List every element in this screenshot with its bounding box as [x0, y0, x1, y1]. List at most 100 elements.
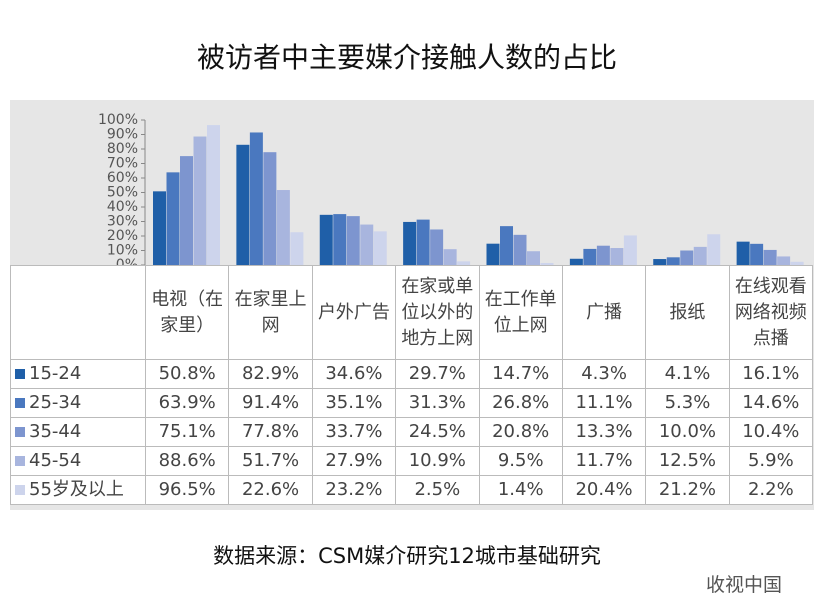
data-row: 35-44 75.1% 77.8% 33.7% 24.5% 20.8% 13.3% 10.0%… — [10, 417, 814, 447]
data-table: 电视（在家里） 在家里上网 户外广告 在家或单位以外的地方上网 在工作单位上网 广播 报纸在… — [10, 265, 814, 505]
value-label: 16.1% — [728, 359, 814, 389]
value-label: 5.9% — [728, 446, 814, 476]
x-tick-label: 广播 — [561, 265, 647, 360]
value-label: 31.3% — [395, 388, 480, 418]
legend-swatch — [15, 427, 25, 437]
value-label: 27.9% — [311, 446, 397, 476]
bar — [707, 234, 721, 265]
legend-cell: 55岁及以上 — [10, 475, 146, 505]
y-tick-label: 80% — [107, 141, 138, 157]
value-label: 2.2% — [728, 475, 814, 505]
bar — [513, 234, 527, 265]
value-label: 14.6% — [728, 388, 814, 418]
value-label: 50.8% — [144, 359, 230, 389]
bar — [443, 249, 457, 265]
bar — [777, 256, 791, 265]
legend-cell: 35-44 — [10, 417, 146, 447]
x-tick-label: 在线观看网络视频点播 — [728, 265, 814, 360]
legend-cell: 45-54 — [10, 446, 146, 476]
bar — [276, 190, 290, 265]
legend-swatch — [15, 485, 25, 495]
watermark: 收视中国 — [706, 574, 783, 596]
value-label: 1.4% — [478, 475, 563, 505]
x-tick-label: 电视（在家里） — [144, 265, 230, 360]
value-label: 10.4% — [728, 417, 814, 447]
legend-label: 45-54 — [29, 450, 82, 471]
x-tick-label: 在工作单位上网 — [478, 265, 563, 360]
bar — [416, 219, 430, 265]
bar — [666, 257, 680, 265]
bar — [569, 258, 583, 265]
value-label: 11.1% — [561, 388, 647, 418]
bar — [596, 245, 610, 265]
bar — [430, 229, 444, 265]
legend-cell: 25-34 — [10, 388, 146, 418]
bar — [290, 232, 304, 265]
bar — [263, 152, 277, 265]
x-tick-label: 在家里上网 — [228, 265, 313, 360]
x-tick-label: 户外广告 — [311, 265, 397, 360]
value-label: 91.4% — [228, 388, 313, 418]
legend-label: 15-24 — [29, 363, 82, 384]
value-label: 96.5% — [144, 475, 230, 505]
y-tick-label: 40% — [107, 199, 138, 215]
value-label: 4.3% — [561, 359, 647, 389]
x-tick-label: 报纸 — [645, 265, 730, 360]
bar — [763, 249, 777, 265]
legend-label: 35-44 — [29, 421, 82, 442]
chart-title: 被访者中主要媒介接触人数的占比 — [196, 41, 617, 74]
value-label: 14.7% — [478, 359, 563, 389]
y-tick-label: 70% — [107, 156, 138, 172]
legend-label: 25-34 — [29, 392, 82, 413]
data-row: 15-24 50.8% 82.9% 34.6% 29.7% 14.7% 4.3% 4.1% 16… — [10, 359, 814, 389]
value-label: 12.5% — [645, 446, 730, 476]
y-tick-label: 10% — [107, 243, 138, 259]
bar — [653, 259, 667, 265]
value-label: 77.8% — [228, 417, 313, 447]
value-label: 9.5% — [478, 446, 563, 476]
bar — [736, 241, 750, 265]
value-label: 22.6% — [228, 475, 313, 505]
value-label: 33.7% — [311, 417, 397, 447]
bar — [610, 248, 624, 265]
bar — [236, 144, 250, 265]
value-label: 26.8% — [478, 388, 563, 418]
y-tick-label: 90% — [107, 127, 138, 143]
bar — [457, 261, 471, 265]
data-row: 55岁及以上 96.5% 22.6% 23.2% 2.5% 1.4% 20.4% 21.2% 2… — [10, 475, 814, 505]
data-row: 25-34 63.9% 91.4% 35.1% 31.3% 26.8% 11.1% 5.3% 1… — [10, 388, 814, 418]
y-tick-label: 30% — [107, 214, 138, 230]
value-label: 11.7% — [561, 446, 647, 476]
value-label: 63.9% — [144, 388, 230, 418]
bar — [207, 125, 220, 265]
value-label: 5.3% — [645, 388, 730, 418]
value-label: 20.4% — [561, 475, 647, 505]
bar — [319, 214, 333, 265]
value-label: 24.5% — [395, 417, 480, 447]
legend-swatch — [15, 456, 25, 466]
bar — [360, 224, 374, 265]
value-label: 13.3% — [561, 417, 647, 447]
y-tick-label: 100% — [98, 112, 138, 128]
value-label: 51.7% — [228, 446, 313, 476]
bar — [500, 226, 513, 265]
bar — [527, 251, 540, 265]
bar — [249, 132, 263, 265]
value-label: 23.2% — [311, 475, 397, 505]
value-label: 10.9% — [395, 446, 480, 476]
bar — [153, 191, 166, 265]
bar — [540, 262, 554, 265]
y-tick-label: 20% — [107, 228, 138, 244]
y-tick-label: 60% — [107, 170, 138, 186]
bar — [750, 243, 764, 265]
corner-cell — [10, 265, 146, 360]
bar — [403, 221, 417, 265]
value-label: 2.5% — [395, 475, 480, 505]
value-label: 10.0% — [645, 417, 730, 447]
bar — [333, 214, 347, 265]
value-label: 21.2% — [645, 475, 730, 505]
bar — [166, 172, 180, 265]
value-label: 88.6% — [144, 446, 230, 476]
